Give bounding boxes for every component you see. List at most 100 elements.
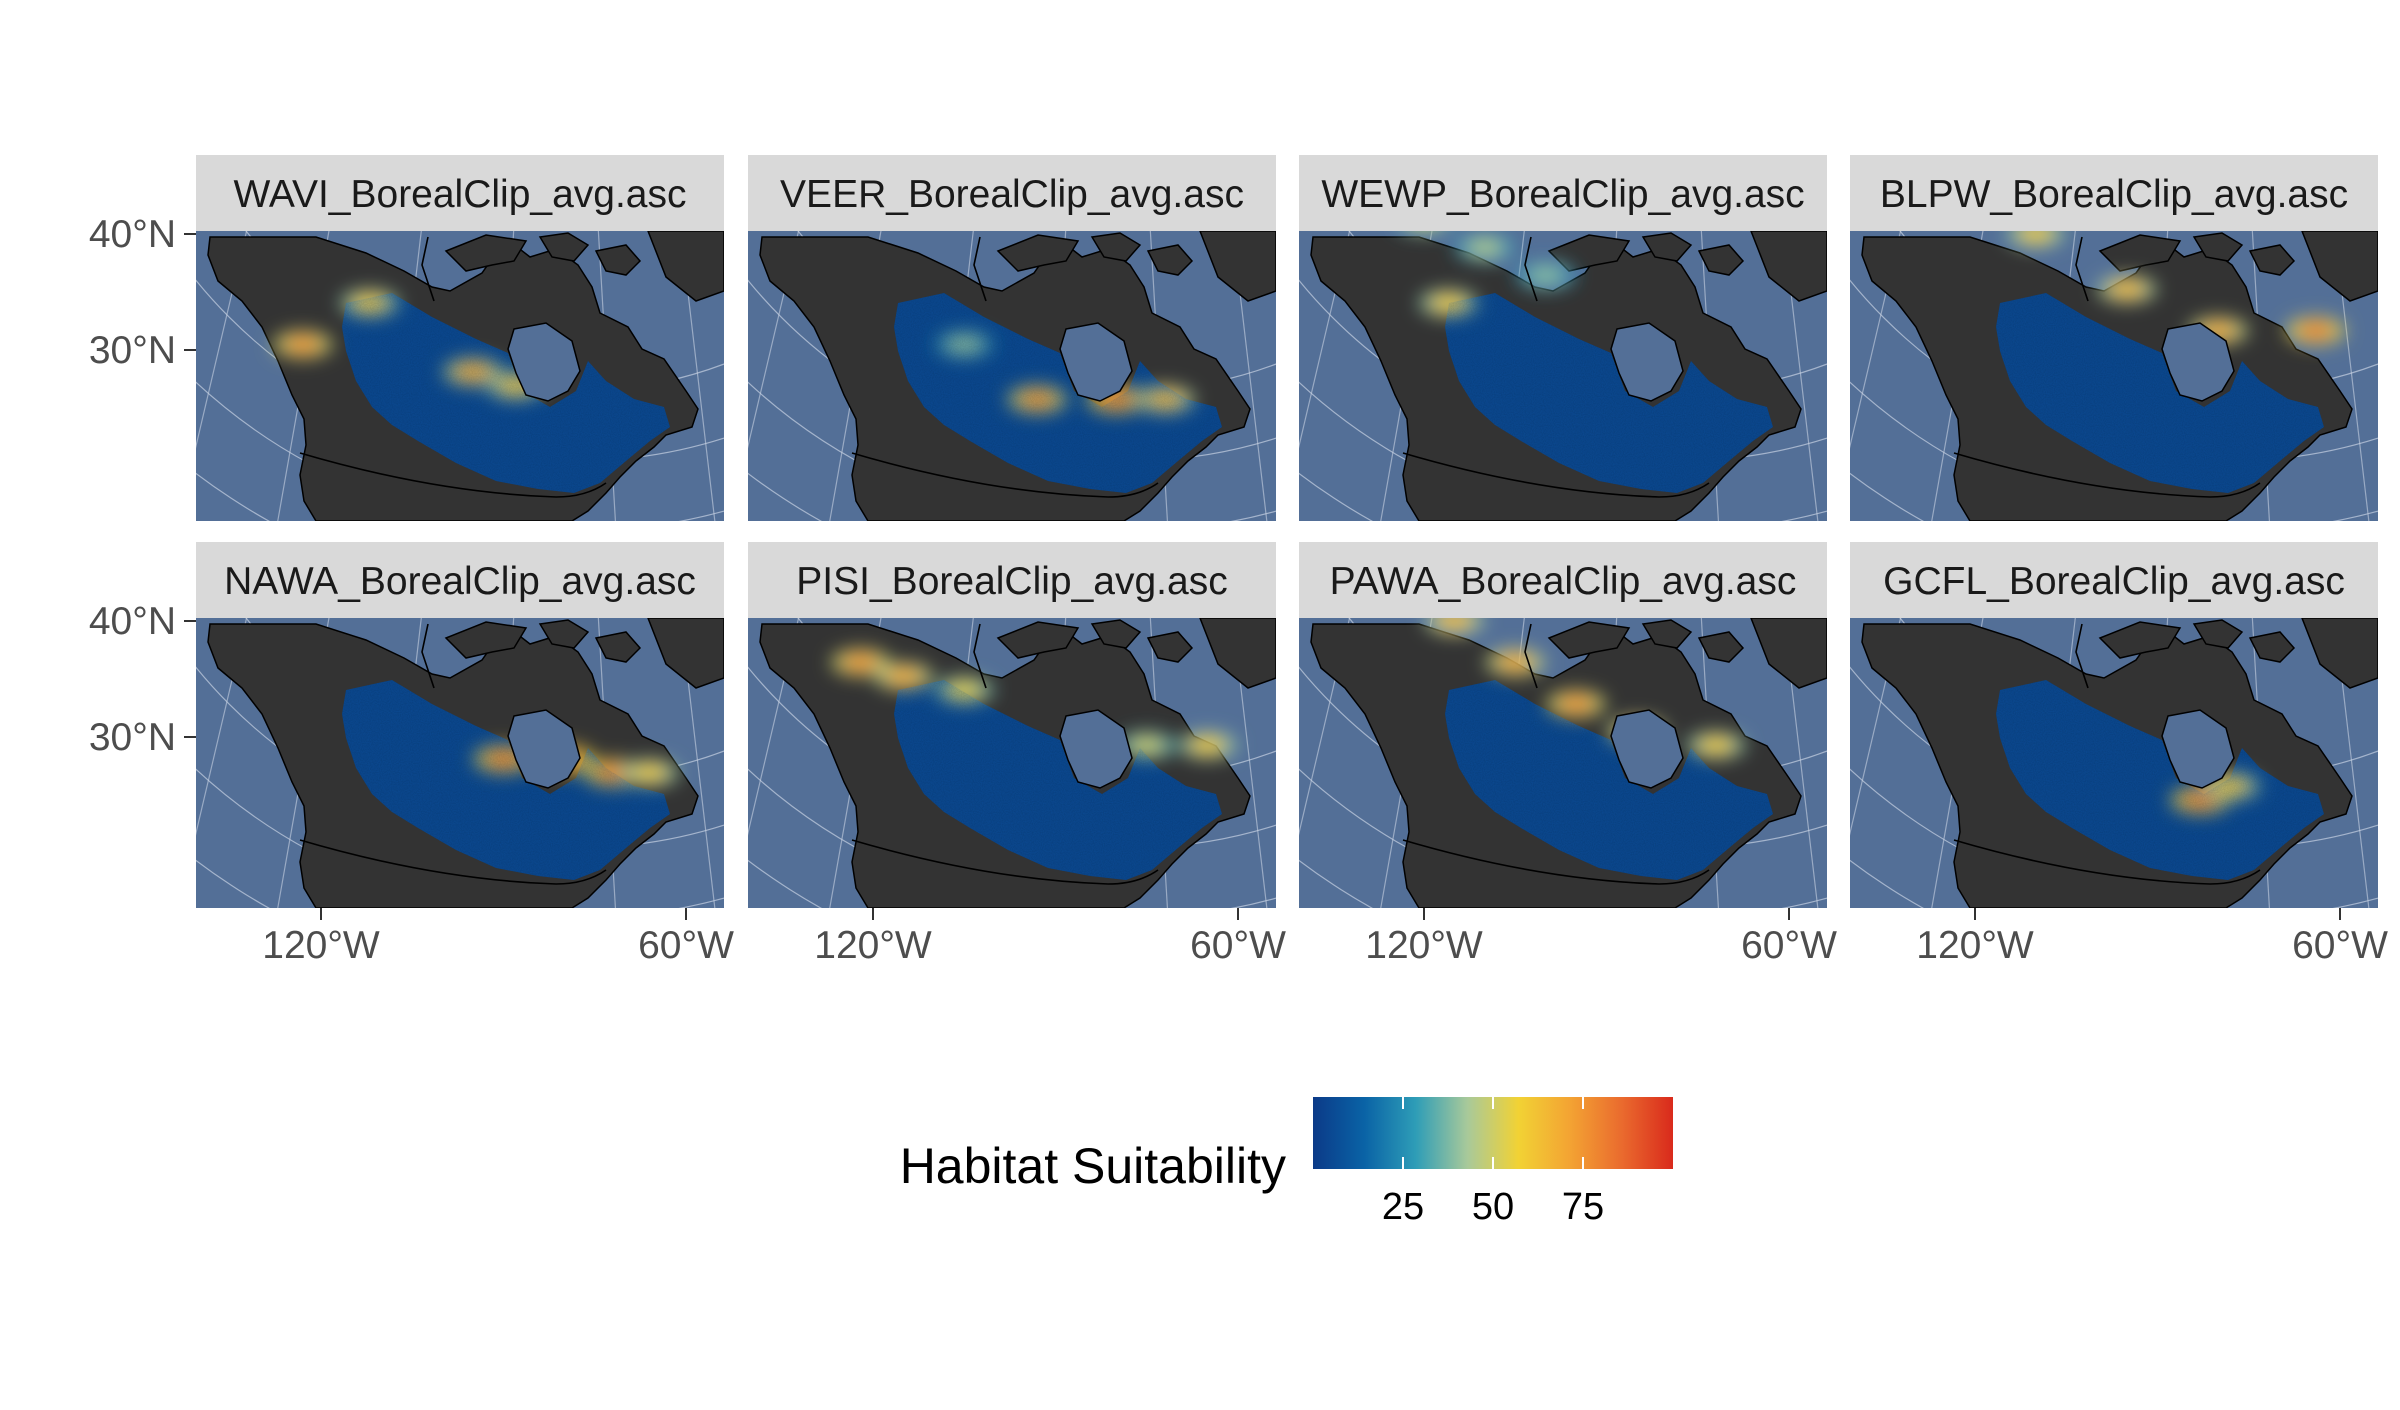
land	[538, 232, 590, 262]
facet-strip	[1850, 155, 2378, 231]
hudson-bay	[507, 322, 581, 402]
legend-tick-label: 75	[1562, 1186, 1604, 1228]
land	[1146, 244, 1194, 276]
land	[1750, 231, 1827, 302]
x-tick-label: 120°W	[262, 924, 380, 967]
hudson-bay	[1610, 709, 1684, 789]
facet-grid: WAVI_BorealClip_avg.asc VEER_BorealClip_a…	[196, 122, 2378, 908]
legend-tick-label: 50	[1472, 1186, 1514, 1228]
facet-title: VEER_BorealClip_avg.asc	[780, 173, 1244, 216]
facet-panel: BLPW_BorealClip_avg.asc	[1793, 122, 2378, 521]
land	[1697, 244, 1745, 276]
suitability-raster	[1996, 680, 2324, 880]
suitability-core	[1527, 266, 1564, 285]
map-panel	[1299, 231, 1827, 521]
y-tick-label: 30°N	[89, 329, 176, 372]
suitability-core	[1698, 736, 1734, 755]
alaska-border	[1524, 236, 1538, 302]
land	[444, 234, 528, 272]
y-tick-label: 40°N	[89, 600, 176, 643]
land	[1547, 621, 1631, 659]
x-tick-label: 120°W	[814, 924, 932, 967]
facet-panel: NAWA_BorealClip_avg.asc	[196, 542, 724, 908]
facet-title: PISI_BorealClip_avg.asc	[796, 560, 1227, 603]
facet-title: WEWP_BorealClip_avg.asc	[1321, 173, 1804, 216]
facet-panel: WEWP_BorealClip_avg.asc	[1299, 155, 1827, 521]
hudson-bay	[1059, 322, 1133, 402]
suitability-raster	[830, 648, 1238, 880]
land	[996, 234, 1080, 272]
alaska-border	[2075, 623, 2089, 689]
land	[444, 621, 528, 659]
us-canada-border	[851, 839, 1159, 885]
suitability-core	[2297, 321, 2334, 340]
y-axis: 40°N 30°N 40°N 30°N	[89, 213, 196, 759]
land	[647, 618, 724, 689]
land	[594, 631, 642, 663]
suitability-patch	[1793, 122, 1853, 150]
facet-strip	[748, 155, 1276, 231]
hudson-bay	[2161, 709, 2235, 789]
facet-strip	[1850, 542, 2378, 618]
land	[2248, 631, 2296, 663]
facet-panel: GCFL_BorealClip_avg.asc	[1850, 542, 2378, 908]
map-panel	[1793, 122, 2378, 521]
hudson-bay	[507, 709, 581, 789]
alaska-border	[973, 623, 987, 689]
facet-title: NAWA_BorealClip_avg.asc	[224, 560, 696, 603]
us-canada-border	[1953, 452, 2261, 498]
facet-title: PAWA_BorealClip_avg.asc	[1330, 560, 1797, 603]
land	[647, 231, 724, 302]
land	[2192, 619, 2244, 649]
land	[1146, 631, 1194, 663]
suitability-raster	[272, 289, 670, 493]
land	[1090, 619, 1142, 649]
land	[1199, 231, 1276, 302]
map-panel	[748, 618, 1276, 908]
us-canada-border	[1402, 452, 1710, 498]
alaska-border	[1524, 623, 1538, 689]
alaska-border	[421, 236, 435, 302]
suitability-patch	[1406, 231, 1442, 234]
map-panel	[1850, 618, 2378, 908]
land	[2248, 244, 2296, 276]
y-tick-label: 30°N	[89, 716, 176, 759]
us-canada-border	[1953, 839, 2261, 885]
land	[996, 621, 1080, 659]
suitability-core	[2017, 231, 2054, 243]
x-axis: 120°W 60°W 120°W 60°W 120°W 60°W 120°W 60°W	[262, 908, 2388, 967]
legend-title: Habitat Suitability	[900, 1138, 1286, 1194]
x-tick-label: 60°W	[638, 924, 734, 967]
land	[538, 619, 590, 649]
alaska-border	[2075, 236, 2089, 302]
us-canada-border	[299, 839, 607, 885]
suitability-core	[1497, 653, 1534, 672]
suitability-core	[1189, 736, 1226, 755]
alaska-border	[421, 623, 435, 689]
x-tick-label: 120°W	[1365, 924, 1483, 967]
suitability-core	[1466, 238, 1503, 257]
color-legend: Habitat Suitability 25 50 75	[900, 1097, 1673, 1228]
land	[1641, 619, 1693, 649]
suitability-core	[1128, 736, 1165, 755]
land	[2301, 231, 2378, 302]
suitability-core	[1805, 127, 1841, 145]
land	[1750, 618, 1827, 689]
facet-strip	[748, 542, 1276, 618]
facet-strip	[1299, 155, 1827, 231]
land	[2098, 621, 2182, 659]
suitability-raster	[1793, 122, 2346, 493]
land	[2098, 234, 2182, 272]
x-tick-label: 60°W	[1741, 924, 1837, 967]
facet-title: GCFL_BorealClip_avg.asc	[1883, 560, 2345, 603]
y-tick-label: 40°N	[89, 213, 176, 256]
map-panel	[748, 231, 1276, 521]
facet-title: BLPW_BorealClip_avg.asc	[1880, 173, 2348, 216]
facet-strip	[196, 155, 724, 231]
hudson-bay	[1610, 322, 1684, 402]
us-canada-border	[851, 452, 1159, 498]
land	[594, 244, 642, 276]
legend-ticks: 25 50 75	[1382, 1097, 1604, 1228]
suitability-core	[2109, 280, 2146, 299]
